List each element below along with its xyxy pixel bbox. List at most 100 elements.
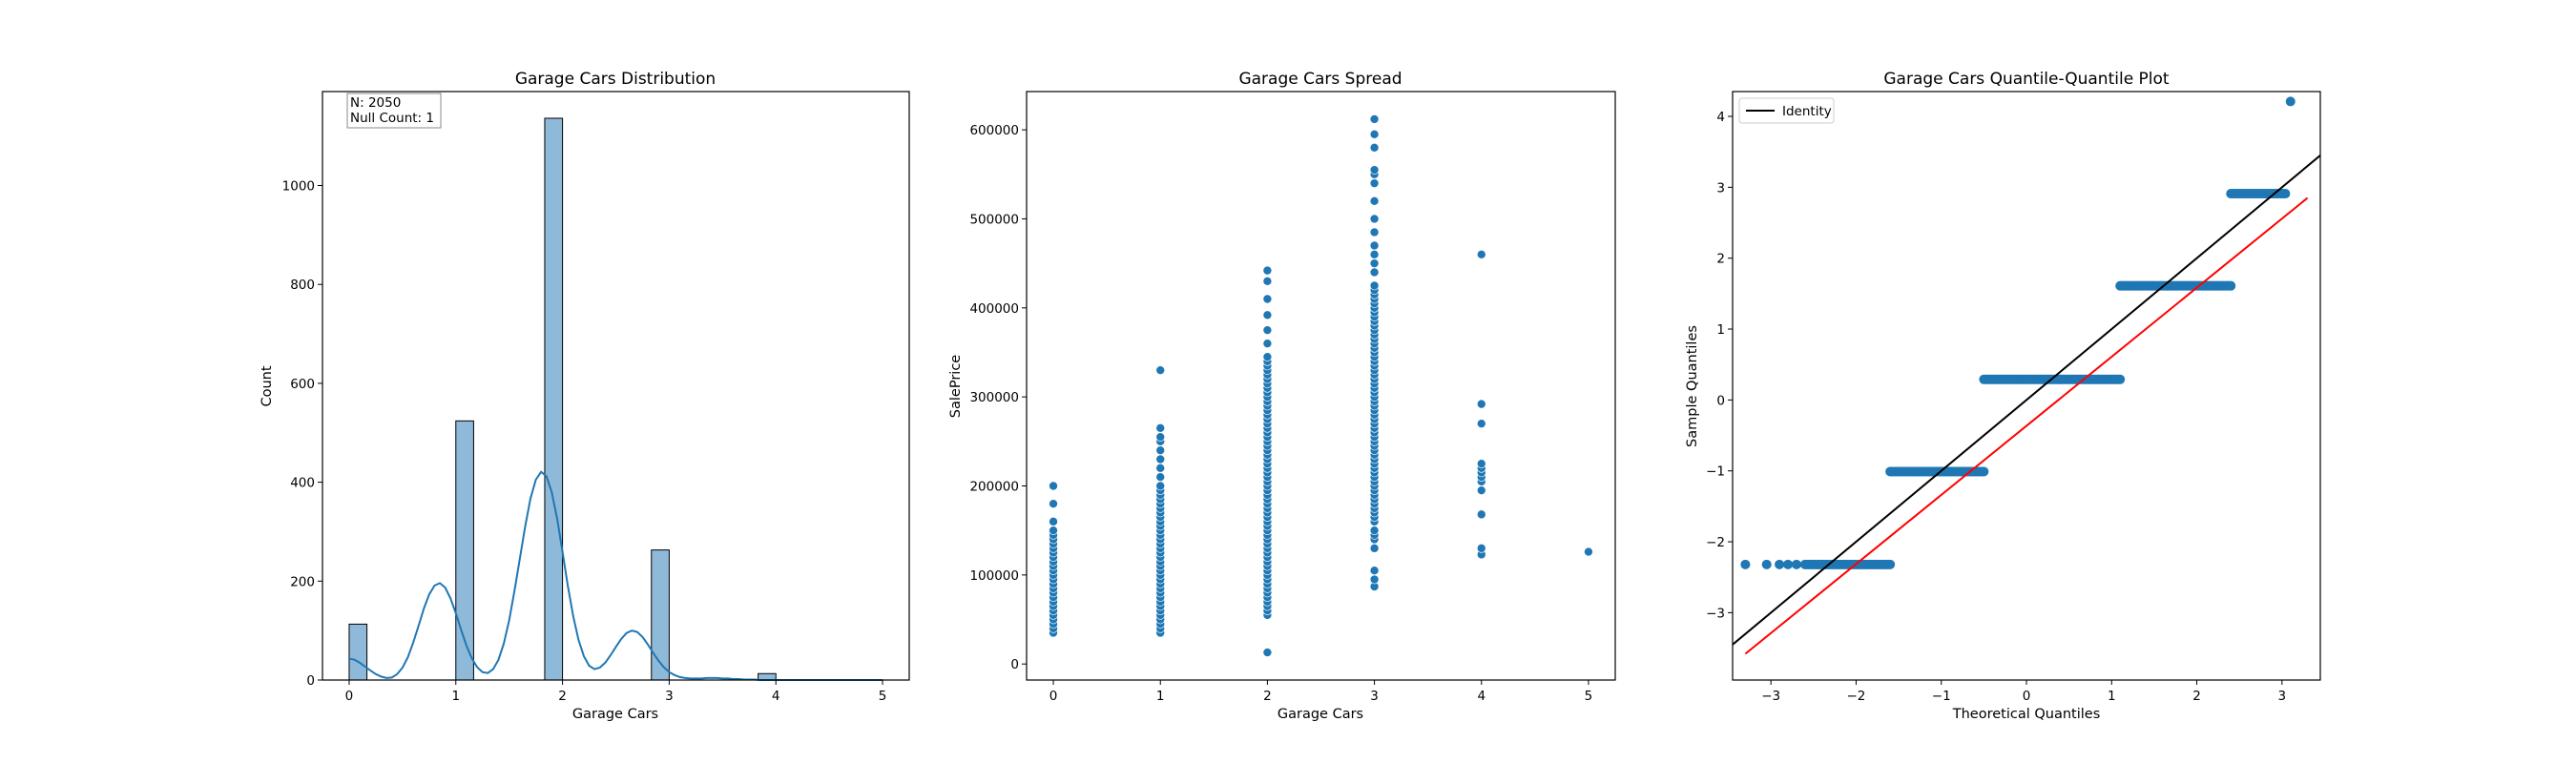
scatter-point [1369,114,1380,124]
histogram-bar [758,672,777,681]
scatter-point [1049,526,1058,535]
histogram-x-tick-label: 2 [558,689,567,704]
scatter-x-tick-label: 3 [1370,689,1379,704]
qq-y-tick-label: 0 [1716,393,1725,408]
qq-x-tick-label: 0 [2023,689,2031,704]
qq-y-tick-label: 4 [1716,110,1725,125]
scatter-y-tick-label: 600000 [969,123,1019,138]
scatter-point [1155,481,1166,491]
histogram-y-axis-label: Count [260,365,275,406]
scatter-x-tick-label: 5 [1585,689,1593,704]
qq-title: Garage Cars Quantile-Quantile Plot [1883,70,2170,89]
scatter-y-tick-label: 200000 [969,480,1019,495]
scatter-x-tick-label: 1 [1156,689,1165,704]
qq-point [2285,96,2296,107]
histogram-frame [322,91,910,681]
qq-y-tick-label: 3 [1716,180,1725,196]
qq-point [1761,559,1772,569]
histogram-y-tick-label: 600 [290,377,315,392]
qq-x-axis-label: Theoretical Quantiles [1952,707,2101,722]
scatter-point [1155,472,1166,482]
qq-point [1791,559,1801,569]
scatter-title: Garage Cars Spread [1238,70,1402,89]
scatter-point [1262,325,1273,335]
scatter-point [1262,310,1273,320]
qq-x-tick-label: −2 [1846,689,1865,704]
qq-point [2115,374,2126,384]
scatter-point [1262,265,1273,276]
histogram-x-tick-label: 5 [879,689,887,704]
histogram-y-tick-label: 800 [290,278,315,293]
qq-y-axis-label: Sample Quantiles [1685,325,1700,447]
scatter-point [1049,517,1058,526]
annotation-n: N: 2050 [350,95,401,111]
histogram-bar [651,549,670,681]
qq-y-tick-label: −3 [1706,606,1725,621]
qq-x-tick-label: 2 [2192,689,2201,704]
scatter-point [1476,509,1486,520]
histogram-y-tick-label: 1000 [282,179,315,195]
scatter-y-axis-label: SalePrice [948,355,964,418]
scatter-x-axis-label: Garage Cars [1278,707,1363,722]
qq-point [2280,189,2291,199]
scatter-point [1262,339,1273,348]
kde-line [348,470,883,681]
qq-point [1740,559,1751,569]
histogram-x-tick-label: 0 [345,689,354,704]
scatter-point [1049,499,1058,508]
scatter-point [1369,178,1380,188]
scatter-point [1155,432,1166,442]
histogram-x-tick-label: 3 [665,689,674,704]
scatter-point [1476,459,1486,468]
scatter-point [1476,419,1486,428]
fit-line [1744,196,2309,655]
histogram-y-tick-label: 400 [290,476,315,491]
qq-plot-area [1733,96,2320,655]
histogram-bar [544,117,564,681]
scatter-point [1369,258,1380,268]
qq-point [1885,559,1896,569]
scatter-point [1476,399,1486,409]
scatter-point [1369,574,1380,585]
scatter-point [1584,546,1593,557]
scatter-x-tick-label: 2 [1263,689,1272,704]
histogram-x-tick-label: 4 [772,689,780,704]
scatter-point [1369,196,1380,206]
qq-y-tick-label: 2 [1716,252,1725,267]
qq-frame [1732,91,2321,681]
qq-point [1775,559,1785,569]
qq-legend: Identity [1738,97,1835,124]
scatter-point [1262,352,1273,361]
qq-y-tick-label: 1 [1716,322,1725,338]
histogram-y-tick-label: 0 [306,673,315,689]
scatter-point [1049,481,1058,491]
histogram-y-tick-label: 200 [290,574,315,589]
scatter-point [1369,566,1380,575]
scatter-point [1369,214,1380,224]
scatter-point [1155,365,1166,375]
qq-panel: Garage Cars Quantile-Quantile Plot −3 −2 −… [1685,70,2321,722]
histogram-x-axis-label: Garage Cars [572,707,658,722]
scatter-point [1262,648,1273,657]
scatter-point [1369,130,1380,139]
scatter-frame [1026,91,1616,681]
scatter-point [1155,445,1166,455]
qq-x-tick-label: 1 [2108,689,2116,704]
histogram-annotation-box: N: 2050 Null Count: 1 [346,93,442,129]
scatter-y-tick-label: 0 [1010,657,1019,672]
scatter-point [1369,267,1380,278]
qq-x-tick-label: −1 [1932,689,1951,704]
histogram-title: Garage Cars Distribution [515,70,716,89]
identity-line [1733,155,2320,646]
scatter-point [1369,227,1380,237]
scatter-point [1369,240,1380,251]
scatter-point [1369,544,1380,553]
scatter-point [1369,250,1380,259]
scatter-point [1476,544,1486,553]
legend-identity-label: Identity [1782,104,1832,119]
qq-y-tick-label: −1 [1706,464,1725,480]
qq-y-tick-label: −2 [1706,535,1725,550]
scatter-point [1155,464,1166,473]
scatter-y-tick-label: 500000 [969,212,1019,227]
